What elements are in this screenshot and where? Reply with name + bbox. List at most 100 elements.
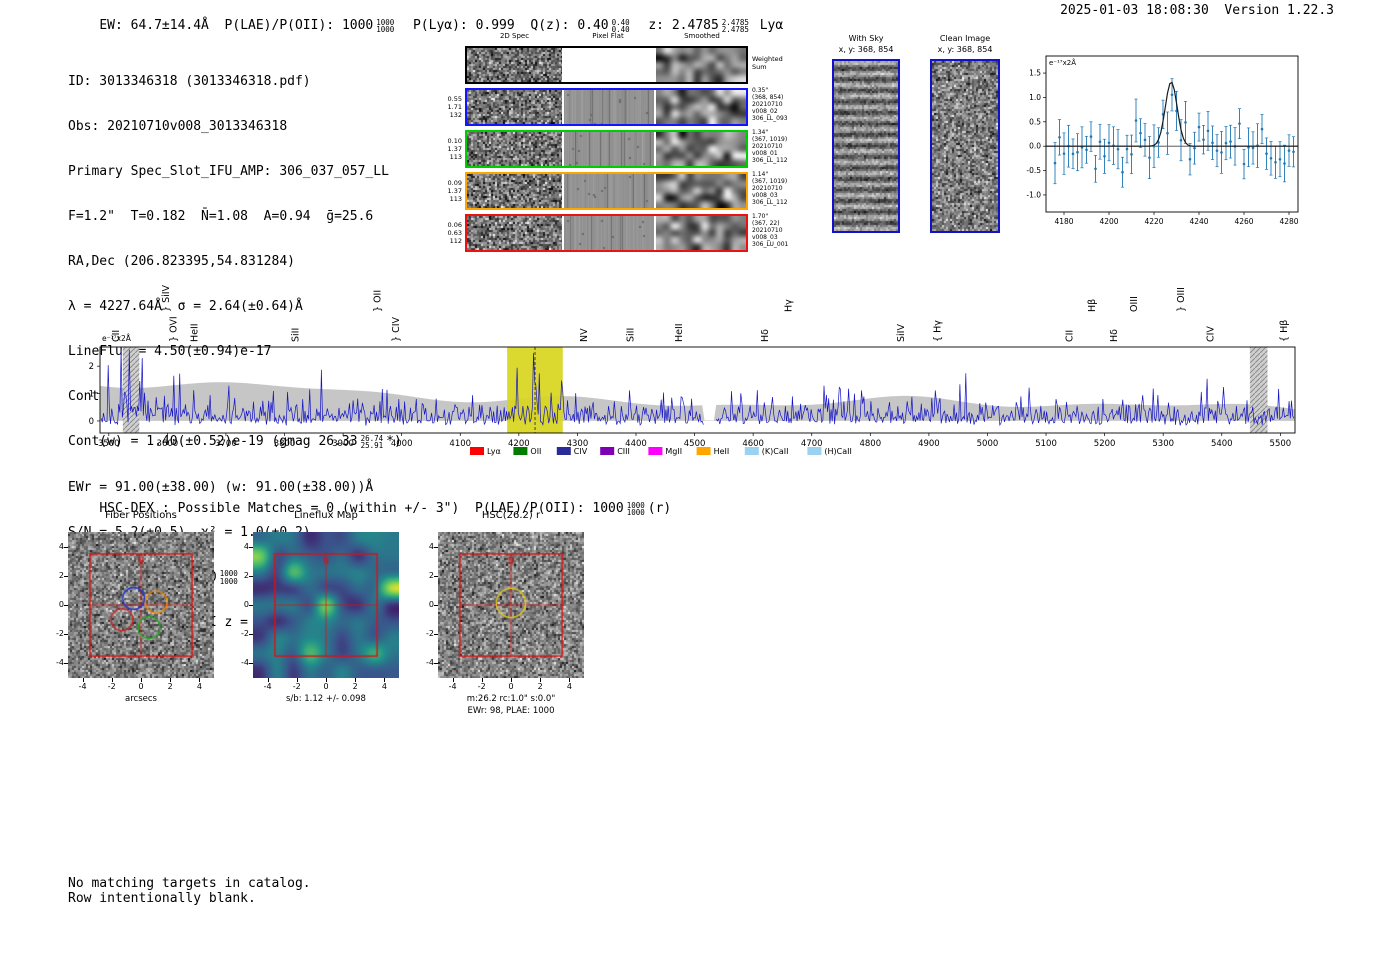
emission-line-label: CII <box>1065 330 1076 342</box>
data-point <box>1260 127 1264 131</box>
data-point <box>1188 157 1192 161</box>
smoothed-image <box>656 48 746 82</box>
data-point <box>1076 150 1079 154</box>
cutout-y-tick-mark <box>64 546 68 548</box>
data-point <box>1121 170 1124 174</box>
header-summary: EW: 64.7±14.4Å P(LAE)/P(OII): 1000 1000 10… <box>68 3 783 49</box>
y-tick-label: 0.0 <box>1029 142 1041 151</box>
emission-line-label: HeII <box>190 323 201 342</box>
cutout-y-tick-mark <box>434 546 438 548</box>
plae-fraction: 1000 1000 <box>376 17 395 34</box>
timestamp-version: 2025-01-03 18:08:30 Version 1.22.3 <box>1060 3 1334 18</box>
x-tick-label: 4260 <box>1234 217 1253 226</box>
data-point <box>1125 147 1129 151</box>
emission-line-label: CII <box>111 330 122 342</box>
x-tick-label: 4800 <box>859 439 881 449</box>
spec2d-row <box>465 172 748 210</box>
data-point <box>1193 146 1196 150</box>
cutout-x-tick-label: 2 <box>167 682 173 691</box>
legend-label: OII <box>530 447 541 456</box>
flux-units-annotation: e⁻¹⁷x2Å <box>102 334 132 343</box>
cutout-y-tick-label: 4 <box>243 541 249 551</box>
z-fraction: 2.4785 2.4785 <box>721 17 749 34</box>
x-tick-label: 5500 <box>1270 439 1292 449</box>
cutout-x-tick-label: 0 <box>138 682 144 691</box>
legend-swatch <box>513 447 528 455</box>
cutout-y-tick-label: 4 <box>428 541 434 551</box>
y-tick-label: 0 <box>89 417 94 427</box>
spec2d-row <box>465 46 748 84</box>
data-point <box>1098 140 1102 144</box>
cutout-y-tick-mark <box>249 663 253 665</box>
hsc-caption-magnitude: m:26.2 rc:1.0" s:0.0" <box>466 694 556 704</box>
x-tick-label: 3800 <box>274 439 296 449</box>
spectrum-line <box>100 349 1295 427</box>
y-tick-label: -1.0 <box>1026 190 1041 199</box>
pixelflat-image <box>564 216 654 250</box>
cutout-y-tick-mark <box>434 605 438 606</box>
hscdex-fraction: 1000 1000 <box>626 500 645 517</box>
cutout-y-tick-label: -4 <box>241 658 249 668</box>
cutout-x-tick-mark <box>481 678 483 682</box>
legend-label: Lyα <box>487 447 501 456</box>
cutout-x-tick-mark <box>296 678 298 682</box>
spec2d-row <box>465 88 748 126</box>
x-tick-label: 4000 <box>391 439 413 449</box>
lineflux-line: LineFlux = 4.50(±0.94)e-17 <box>68 344 272 359</box>
data-point <box>1238 122 1241 125</box>
x-tick-label: 4200 <box>508 439 530 449</box>
with-sky-image-panel <box>832 59 900 233</box>
cutout-x-tick-mark <box>199 678 201 682</box>
cont-w-line: Cont(w) = 1.40(±0.52)e-19 (gmag 26.33 26.… <box>68 433 402 450</box>
legend-label: CIV <box>574 447 588 456</box>
gaussian-fit-curve <box>1046 81 1298 147</box>
masked-region <box>1249 347 1268 433</box>
gmag-fraction: 26.74 25.91 <box>360 433 384 450</box>
spec2d-row-meta: 1.70" (367, 22) 20210710 v008_03 306_LU_… <box>752 213 789 248</box>
fiber-positions-image <box>68 532 214 678</box>
data-point <box>1265 152 1268 155</box>
data-point <box>1292 150 1295 154</box>
detection-id-line: ID: 3013346318 (3013346318.pdf) <box>68 74 311 89</box>
x-tick-label: 4240 <box>1189 217 1208 226</box>
cutout-y-tick-label: 4 <box>58 541 64 551</box>
legend-label: (K)CaII <box>762 447 789 456</box>
x-tick-label: 4220 <box>1144 217 1163 226</box>
legend-swatch <box>696 447 711 455</box>
spec2d-row-meta: 0.35" (368, 854) 20210710 v008_02 306_LL… <box>752 87 788 122</box>
primary-spec-line: Primary Spec_Slot_IFU_AMP: 306_037_057_L… <box>68 164 389 179</box>
cutout-x-tick-mark <box>511 678 512 682</box>
cutout-x-tick-mark <box>452 678 454 682</box>
legend-swatch <box>470 447 484 455</box>
spec2d-row-stats: 0.06 0.63 112 <box>447 221 462 245</box>
spec2d-image <box>467 90 562 124</box>
y-tick-label: -0.5 <box>1026 166 1041 175</box>
emission-line-label: NV <box>579 328 590 342</box>
error-band <box>100 382 1295 421</box>
data-point <box>1107 141 1111 145</box>
cutout-y-tick-mark <box>434 663 438 665</box>
data-point <box>1134 119 1138 122</box>
data-point <box>1242 162 1246 166</box>
cutout-y-tick-mark <box>249 634 253 636</box>
clean-image <box>932 61 998 231</box>
cutout-y-tick-mark <box>64 575 68 577</box>
emission-line-label: } OIII <box>1176 287 1187 312</box>
data-point <box>1094 167 1097 171</box>
cutout-x-tick-label: 4 <box>566 682 572 691</box>
x-tick-label: 3700 <box>215 439 237 449</box>
cutout-y-tick-mark <box>64 663 68 665</box>
emission-line-label: Hδ <box>1109 329 1120 342</box>
cutout-y-tick-mark <box>249 575 253 577</box>
cutout-y-tick-label: 0 <box>58 600 64 609</box>
flux-units-annotation: e⁻¹⁷x2Å <box>1049 58 1076 67</box>
spec2d-row-meta: Weighted Sum <box>752 55 783 71</box>
obs-line: Obs: 20210710v008_3013346318 <box>68 119 288 134</box>
cutout-x-tick-mark <box>267 678 269 682</box>
cutout-x-tick-label: 4 <box>196 682 202 691</box>
data-point <box>1058 135 1061 139</box>
legend-label: (H)CaII <box>824 447 851 456</box>
data-point <box>1148 156 1151 159</box>
x-tick-label: 4300 <box>567 439 589 449</box>
